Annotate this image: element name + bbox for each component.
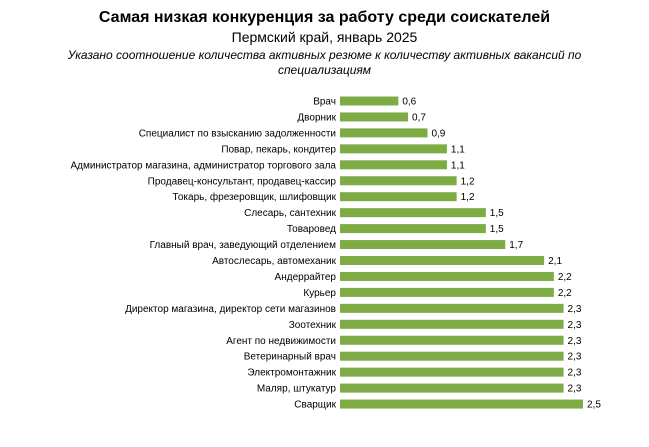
bar — [340, 192, 457, 202]
chart-title: Самая низкая конкуренция за работу среди… — [98, 9, 551, 26]
bar — [340, 208, 486, 218]
bar — [340, 144, 447, 154]
category-label: Ветеринарный врач — [244, 352, 336, 363]
bar — [340, 160, 447, 170]
bar — [340, 112, 409, 122]
category-label: Специалист по взысканию задолженности — [139, 128, 336, 139]
value-label: 1,5 — [490, 208, 504, 219]
bar — [340, 256, 545, 265]
bar — [340, 399, 583, 409]
bar — [340, 96, 399, 106]
bar — [340, 383, 564, 393]
bar — [340, 240, 506, 250]
value-label: 2,3 — [568, 368, 582, 379]
category-label: Дворник — [297, 112, 336, 123]
category-label: Сварщик — [294, 400, 336, 411]
category-label: Товаровед — [287, 224, 336, 235]
category-label: Врач — [313, 97, 336, 108]
value-label: 2,5 — [587, 400, 601, 411]
chart-note: Указано соотношение количества активных … — [67, 48, 582, 77]
bar — [340, 224, 486, 234]
category-label: Электромонтажник — [247, 368, 336, 379]
bars-layer: Врач 0,6 Дворник 0,7 Специалист по взысканию… — [70, 96, 601, 411]
category-label: Андеррайтер — [275, 272, 337, 283]
value-label: 2,3 — [568, 384, 582, 395]
bar — [340, 335, 564, 345]
bar — [340, 271, 554, 281]
category-label: Курьер — [303, 288, 336, 299]
category-label: Администратор магазина, администратор то… — [70, 160, 336, 171]
value-label: 2,3 — [568, 304, 582, 315]
bar — [340, 176, 457, 186]
value-label: 1,7 — [509, 240, 523, 251]
bar — [340, 351, 564, 361]
value-label: 2,2 — [558, 288, 572, 299]
value-label: 0,7 — [412, 112, 426, 123]
chart-subtitle: Пермский край, январь 2025 — [231, 29, 418, 45]
category-label: Агент по недвижимости — [226, 336, 336, 347]
category-label: Директор магазина, директор сети магазин… — [125, 304, 336, 315]
category-label: Продавец-консультант, продавец-кассир — [148, 176, 337, 187]
value-label: 1,5 — [490, 224, 504, 235]
category-label: Токарь, фрезеровщик, шлифовщик — [173, 191, 337, 203]
bar — [340, 303, 564, 313]
category-label: Главный врач, заведующий отделением — [150, 240, 337, 251]
value-label: 2,3 — [568, 320, 582, 331]
bar — [340, 287, 554, 297]
category-label: Маляр, штукатур — [257, 384, 337, 395]
category-label: Слесарь, сантехник — [244, 208, 337, 219]
value-label: 0,6 — [402, 97, 416, 108]
value-label: 2,2 — [558, 272, 572, 283]
value-label: 2,3 — [568, 336, 582, 347]
value-label: 2,3 — [568, 352, 582, 363]
value-label: 0,9 — [431, 128, 445, 139]
value-label: 1,2 — [461, 176, 475, 187]
category-label: Зоотехник — [289, 320, 337, 331]
value-label: 1,1 — [451, 160, 465, 171]
bar — [340, 128, 428, 138]
bar — [340, 319, 564, 329]
value-label: 1,1 — [451, 144, 465, 155]
category-label: Автослесарь, автомеханик — [212, 256, 337, 267]
bar — [340, 367, 564, 377]
category-label: Повар, пекарь, кондитер — [221, 144, 336, 155]
value-label: 2,1 — [548, 256, 562, 267]
value-label: 1,2 — [461, 192, 475, 203]
